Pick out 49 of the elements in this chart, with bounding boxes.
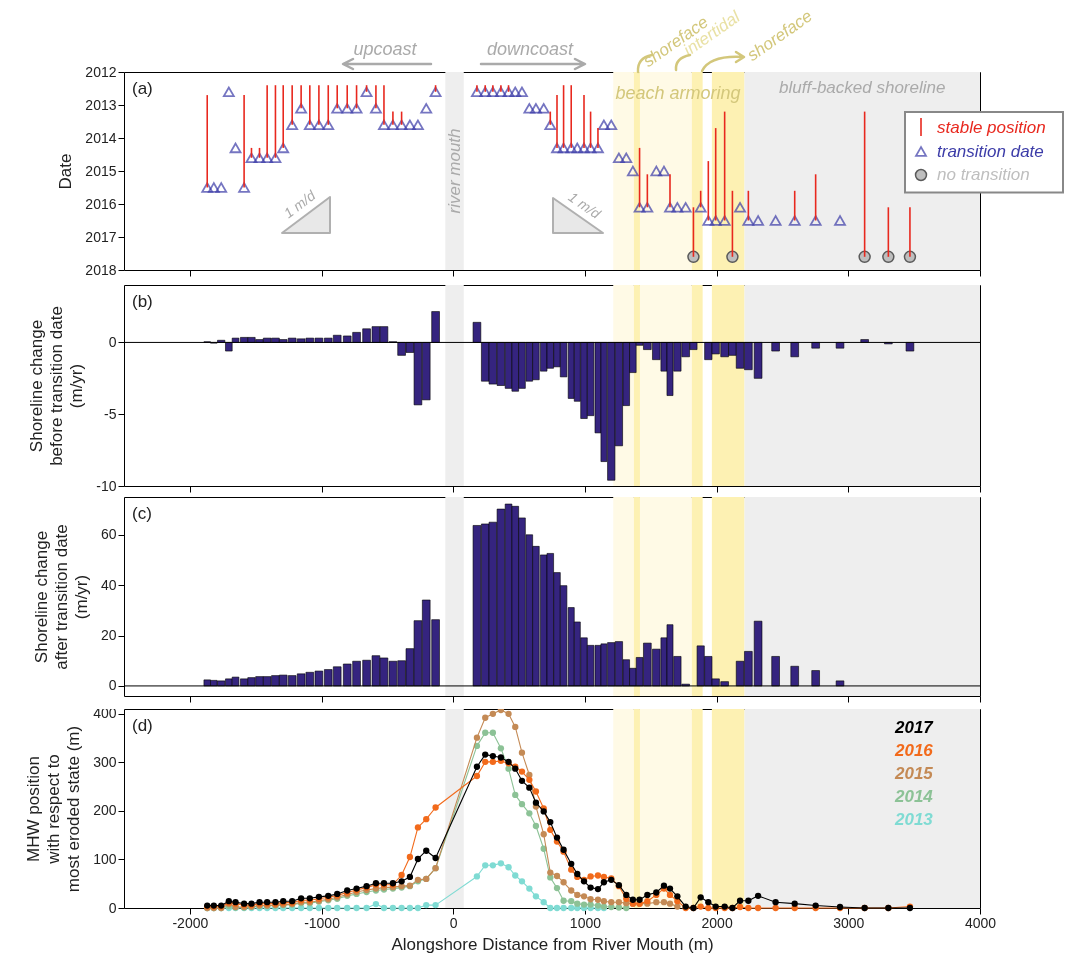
y-tick-label: 200 — [93, 802, 117, 819]
x-tick-label: -1000 — [304, 914, 341, 931]
y-axis-title: Shoreline change after transition date (m/yr) — [31, 524, 91, 670]
x-tick-label: 1000 — [569, 914, 602, 931]
y-tick-label: 0 — [108, 333, 117, 350]
annotation: 1 m/d — [280, 186, 320, 222]
annotation: 1 m/d — [565, 188, 605, 223]
chart-title: (c) — [132, 504, 152, 523]
y-tick-label: 0 — [108, 677, 117, 694]
x-axis-title: Alongshore Distance from River Mouth (m) — [391, 934, 714, 954]
y-tick-label: 300 — [93, 753, 117, 770]
text: 2015 — [894, 764, 934, 783]
y-tick-label: 400 — [93, 705, 117, 722]
y-tick-label: 60 — [100, 526, 117, 543]
y-tick-label: 2012 — [85, 63, 117, 80]
chart-title: (b) — [132, 292, 153, 311]
y-tick-label: -10 — [96, 477, 117, 494]
chart-title: (d) — [132, 716, 153, 735]
y-axis-title: Shoreline change before transition date (m/yr) — [27, 306, 87, 466]
y-tick-label: 2016 — [85, 195, 117, 212]
y-tick-label: 40 — [100, 576, 117, 593]
text: downcoast — [486, 39, 575, 59]
text: upcoast — [353, 39, 418, 59]
legend-label: no transition — [937, 165, 1030, 184]
y-tick-label: 2017 — [85, 228, 117, 245]
x-tick-label: 2000 — [701, 914, 733, 931]
y-tick-label: 20 — [100, 627, 117, 644]
text: 2016 — [894, 741, 934, 760]
y-axis-title: MHW position with respect to most eroded state (m) — [24, 725, 84, 893]
x-tick-label: 3000 — [833, 914, 865, 931]
y-axis-title: Date — [56, 153, 76, 190]
x-tick-label: -2000 — [172, 914, 209, 931]
y-tick-label: 2015 — [85, 162, 117, 179]
text: 2017 — [894, 718, 935, 737]
band-label: river mouth — [444, 128, 464, 214]
legend-label: stable position — [937, 118, 1046, 137]
x-tick-label: 4000 — [964, 914, 997, 931]
band-label: bluff-backed shoreline — [779, 78, 946, 97]
y-tick-label: 0 — [108, 899, 117, 916]
chart-title: (a) — [132, 79, 153, 98]
y-tick-label: 2014 — [85, 129, 117, 146]
y-tick-label: 2018 — [85, 261, 117, 278]
legend-label: transition date — [937, 141, 1044, 161]
y-tick-label: 2013 — [85, 96, 117, 113]
text: 2014 — [894, 787, 934, 806]
y-tick-label: -5 — [104, 405, 117, 422]
text: 2013 — [894, 810, 934, 829]
x-tick-label: 0 — [449, 914, 458, 931]
y-tick-label: 100 — [93, 850, 117, 867]
